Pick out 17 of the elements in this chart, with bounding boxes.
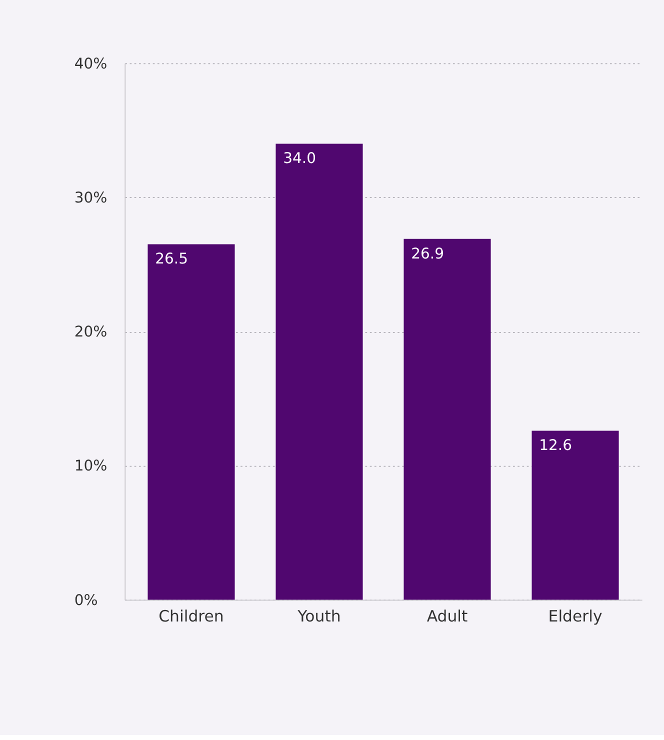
data-label: 12.6 [539,437,572,454]
data-label: 26.5 [155,250,188,268]
bar [404,238,491,600]
y-tick-label: 30% [74,189,108,206]
bar [148,244,235,600]
bar [276,144,363,600]
bar [532,430,619,600]
x-tick-label: Children [158,606,224,626]
data-label: 34.0 [283,150,316,168]
y-tick-label: 10% [74,458,108,475]
y-tick-label: 40% [74,55,108,72]
data-label: 26.9 [411,245,444,262]
x-tick-label: Youth [296,606,341,626]
x-tick-label: Adult [426,606,468,626]
x-tick-label: Elderly [548,606,602,626]
y-tick-label: 20% [74,324,108,341]
y-tick-label: 0% [74,592,98,609]
